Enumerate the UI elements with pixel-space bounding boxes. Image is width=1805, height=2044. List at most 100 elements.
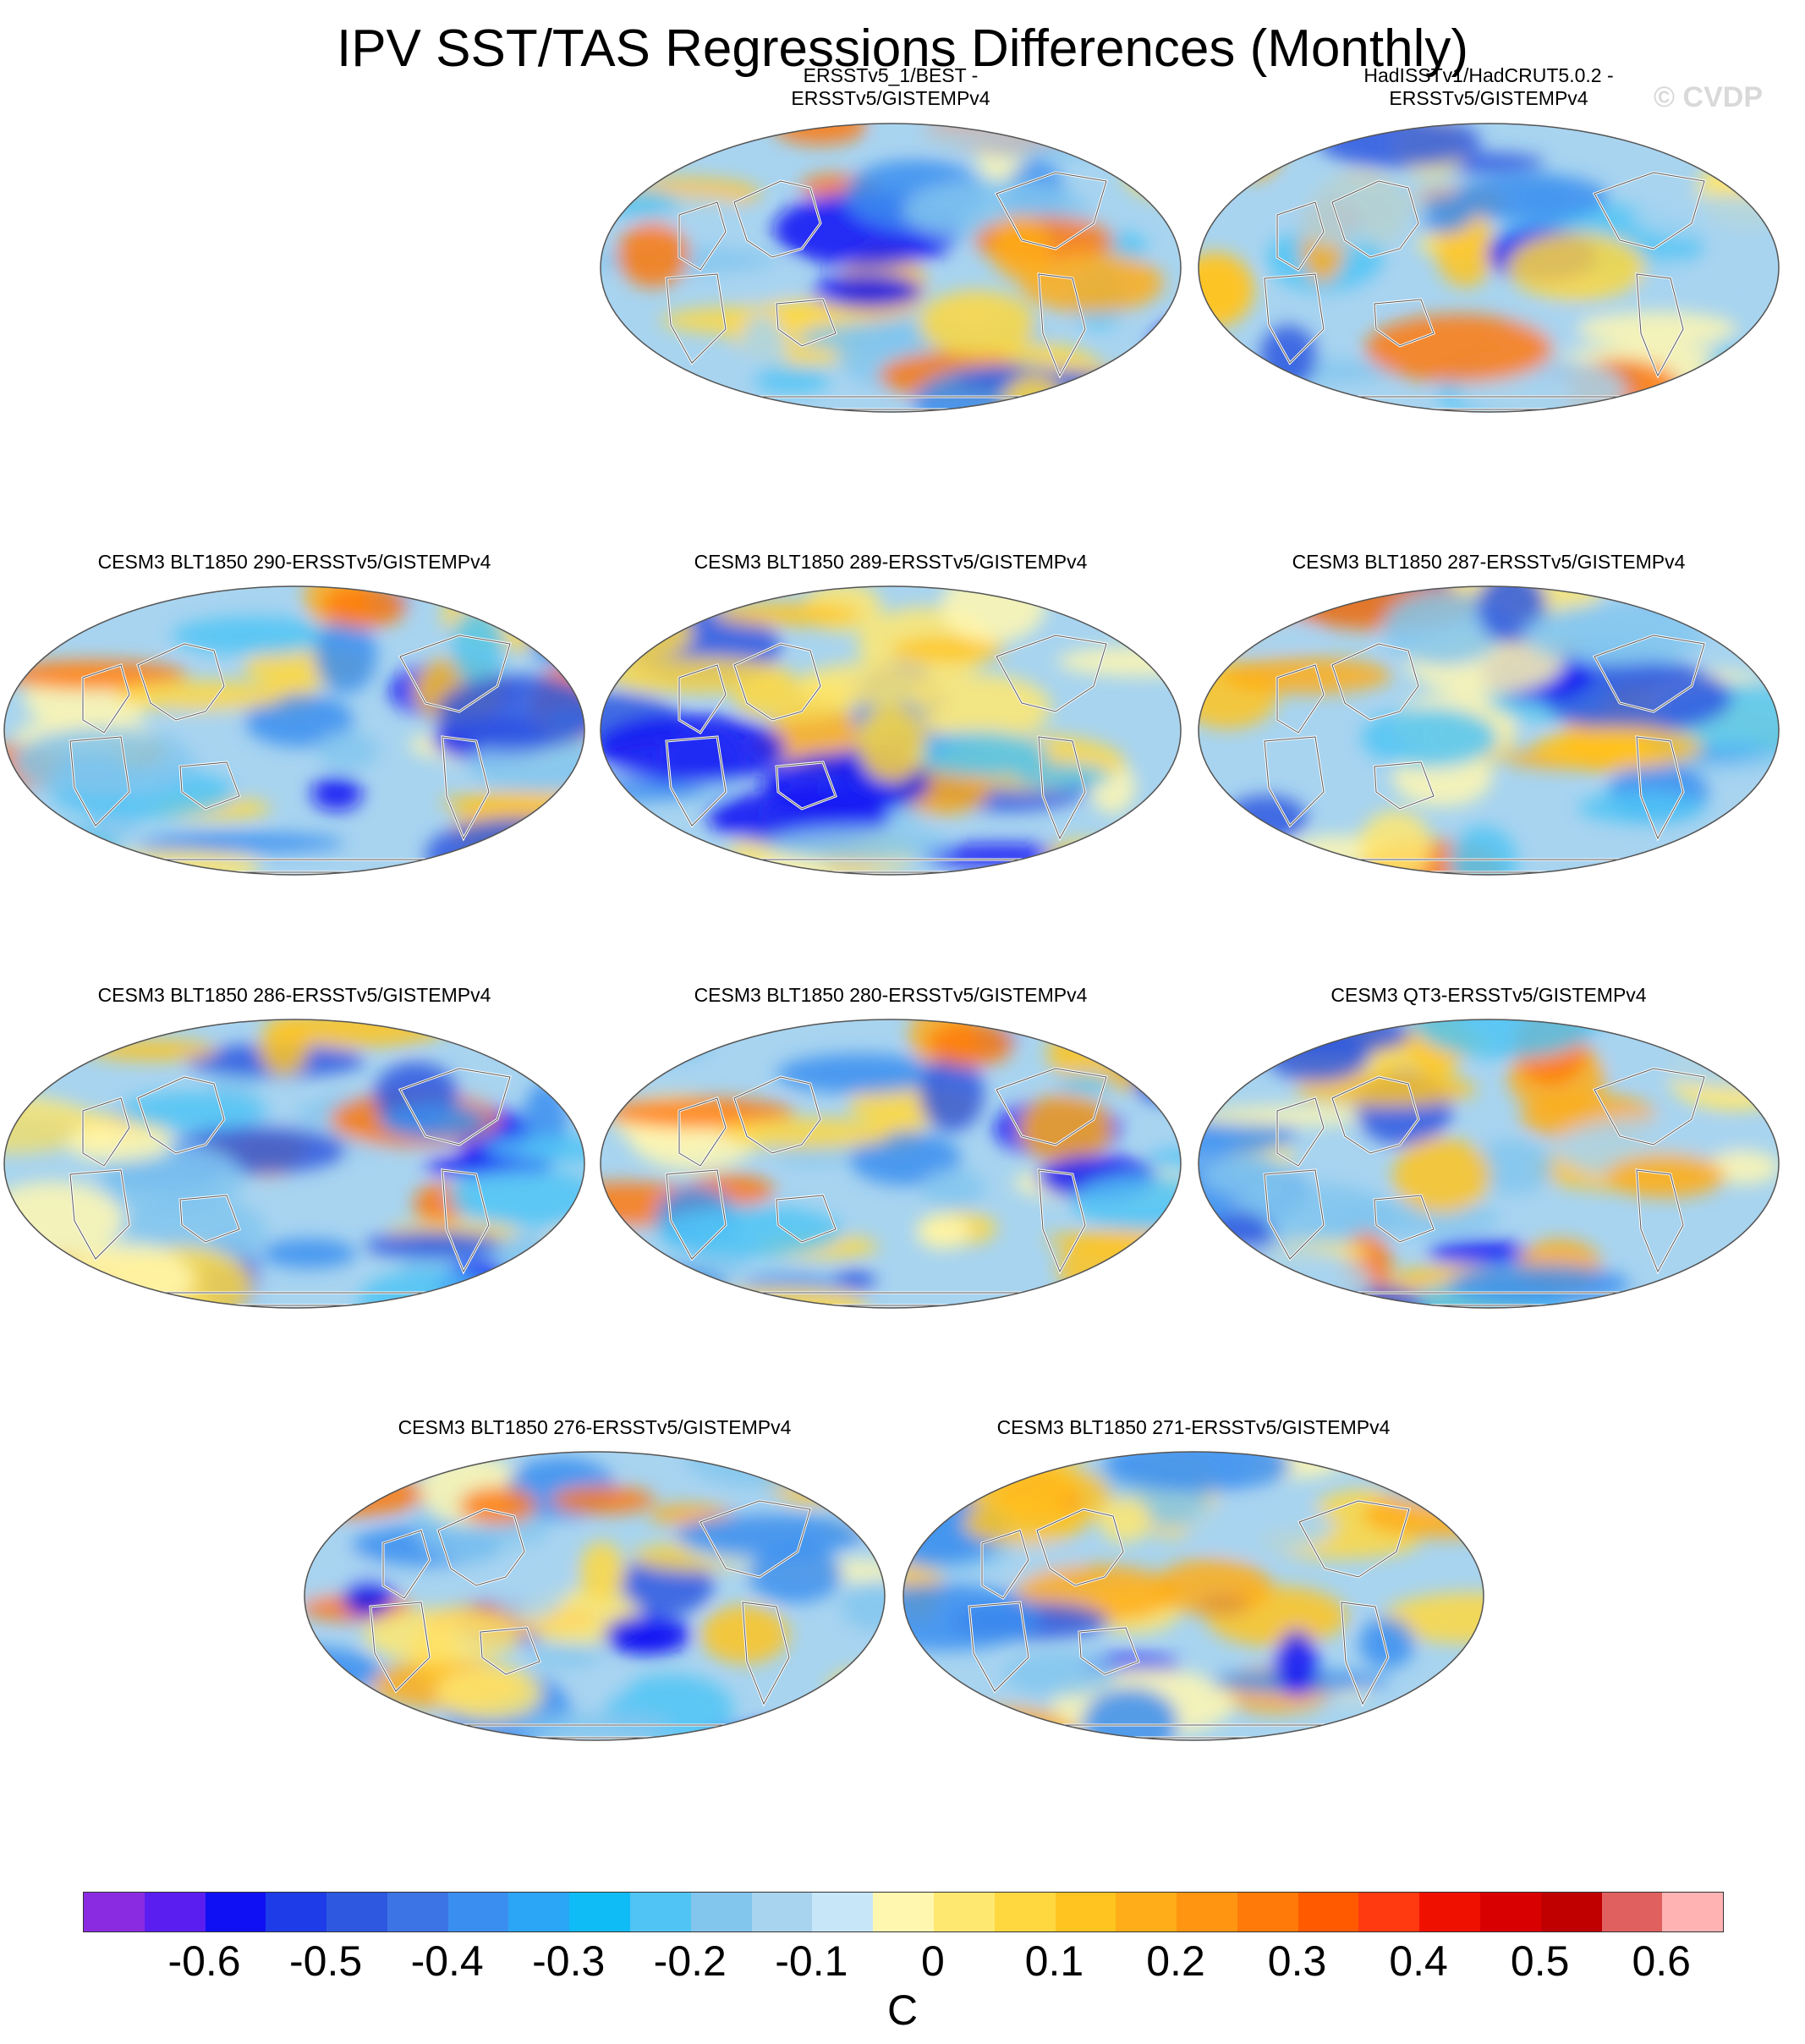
colorbar-swatch <box>994 1893 1056 1931</box>
anomaly-blob <box>903 1583 1040 1651</box>
colorbar-swatch <box>630 1893 691 1931</box>
coastline-outline <box>678 1097 727 1167</box>
anomaly-blob <box>1045 839 1125 873</box>
coastline-outline <box>442 1169 490 1273</box>
map-border <box>1198 585 1780 876</box>
coastline-outline <box>776 1195 837 1243</box>
anomaly-blob <box>915 1213 970 1250</box>
anomaly-blob <box>1199 1105 1375 1127</box>
anomaly-blob <box>927 1021 1014 1068</box>
coastline-outline <box>996 1068 1107 1146</box>
anomaly-blob <box>118 1091 270 1130</box>
anomaly-blob <box>1281 391 1327 412</box>
coastline-outline <box>442 736 490 840</box>
anomaly-blob <box>567 1670 629 1699</box>
anomaly-blob <box>579 1541 625 1602</box>
anomaly-blob <box>304 1670 338 1720</box>
colorbar-swatch <box>1479 1893 1541 1931</box>
anomaly-blob <box>1624 259 1728 290</box>
coastline-outline <box>700 1500 811 1578</box>
coastline-outline <box>776 761 837 810</box>
anomaly-blob <box>920 1168 986 1208</box>
coastline-outline <box>1038 1169 1086 1273</box>
coastline-outline <box>69 1169 130 1260</box>
colorbar-swatch <box>1419 1893 1480 1931</box>
anomaly-blob <box>529 1646 602 1668</box>
map-p2 <box>1198 123 1780 413</box>
colorbar-swatch <box>387 1893 448 1931</box>
panel-title: ERSSTv5_1/BEST - ERSSTv5/GISTEMPv4 <box>791 64 990 109</box>
panel-title: CESM3 QT3-ERSSTv5/GISTEMPv4 <box>1330 984 1647 1006</box>
colorbar-swatch <box>1662 1893 1724 1931</box>
anomaly-blob <box>601 713 787 784</box>
coastline-outline <box>1331 643 1419 721</box>
coastline-outline <box>82 1097 130 1167</box>
colorbar-tick-label: -0.4 <box>410 1937 484 1985</box>
anomaly-blob <box>753 366 831 394</box>
colorbar-swatch <box>1601 1893 1663 1931</box>
colorbar-tick-label: 0.1 <box>1024 1937 1084 1985</box>
anomaly-blob <box>938 1452 1088 1468</box>
coastline-outline <box>666 736 727 827</box>
coastline-outline <box>1341 1602 1389 1706</box>
anomaly-blob <box>1014 764 1112 788</box>
coastline-outline <box>1374 299 1435 347</box>
coastline-outline <box>678 201 727 271</box>
anomaly-blob <box>918 290 1036 357</box>
anomaly-blob <box>542 1226 584 1304</box>
colorbar-swatch <box>205 1893 266 1931</box>
anomaly-blob <box>1343 1452 1484 1470</box>
anomaly-blob <box>1738 1019 1779 1041</box>
anomaly-blob <box>436 1666 543 1721</box>
anomaly-blob <box>1199 858 1278 875</box>
coastline-outline <box>179 761 240 810</box>
colorbar-swatch <box>84 1893 145 1931</box>
anomaly-blob <box>378 1102 489 1140</box>
map-border <box>600 585 1182 876</box>
anomaly-blob <box>601 124 634 186</box>
coastline-outline <box>1264 273 1325 364</box>
map-panel-p5: CESM3 BLT1850 287-ERSSTv5/GISTEMPv4 <box>1197 551 1780 948</box>
anomaly-blob <box>550 1486 656 1514</box>
anomaly-blob <box>990 215 1051 280</box>
anomaly-blob <box>605 1097 794 1129</box>
map-panel-p2: HadISSTv1/HadCRUT5.0.2 - ERSSTv5/GISTEMP… <box>1197 64 1780 462</box>
map-p3 <box>3 585 585 876</box>
anomaly-blob <box>1470 1140 1554 1195</box>
coastline-outline <box>678 664 727 734</box>
anomaly-blob <box>849 1131 961 1186</box>
colorbar-swatch <box>933 1893 995 1931</box>
anomaly-blob <box>891 636 1005 662</box>
colorbar-tick-label: 0.3 <box>1267 1937 1327 1985</box>
map-panel-p6: CESM3 BLT1850 286-ERSSTv5/GISTEMPv4 <box>3 984 586 1382</box>
colorbar-swatch <box>812 1893 874 1931</box>
map-border <box>3 585 585 876</box>
colorbar-swatch <box>326 1893 387 1931</box>
anomaly-blob <box>459 1486 537 1525</box>
map-p5 <box>1198 585 1780 876</box>
anomaly-blob <box>315 731 379 770</box>
anomaly-blob <box>858 704 926 783</box>
coastline-outline <box>776 299 837 347</box>
colorbar-swatch <box>751 1893 813 1931</box>
colorbar-tick-label: 0 <box>920 1937 945 1985</box>
page-title: IPV SST/TAS Regressions Differences (Mon… <box>336 19 1469 78</box>
coastline-outline <box>399 1068 511 1146</box>
anomaly-blob <box>833 1270 876 1292</box>
anomaly-blob <box>343 1580 394 1617</box>
anomaly-blob <box>1381 1592 1484 1644</box>
anomaly-blob <box>86 1039 218 1061</box>
colorbar-swatch <box>1298 1893 1359 1931</box>
anomaly-blob <box>1103 1452 1292 1492</box>
panel-title: CESM3 BLT1850 271-ERSSTv5/GISTEMPv4 <box>996 1416 1391 1438</box>
anomaly-blob <box>798 662 939 706</box>
anomaly-blob <box>1295 1072 1477 1107</box>
anomaly-blob <box>1409 1704 1469 1740</box>
coastline-outline <box>1594 1068 1705 1146</box>
colorbar-swatch <box>873 1893 934 1931</box>
anomaly-blob <box>747 1545 843 1603</box>
colorbar <box>83 1892 1724 1932</box>
colorbar-swatch <box>1177 1893 1237 1931</box>
coastline-outline <box>1594 172 1705 250</box>
map-p7 <box>600 1019 1182 1309</box>
